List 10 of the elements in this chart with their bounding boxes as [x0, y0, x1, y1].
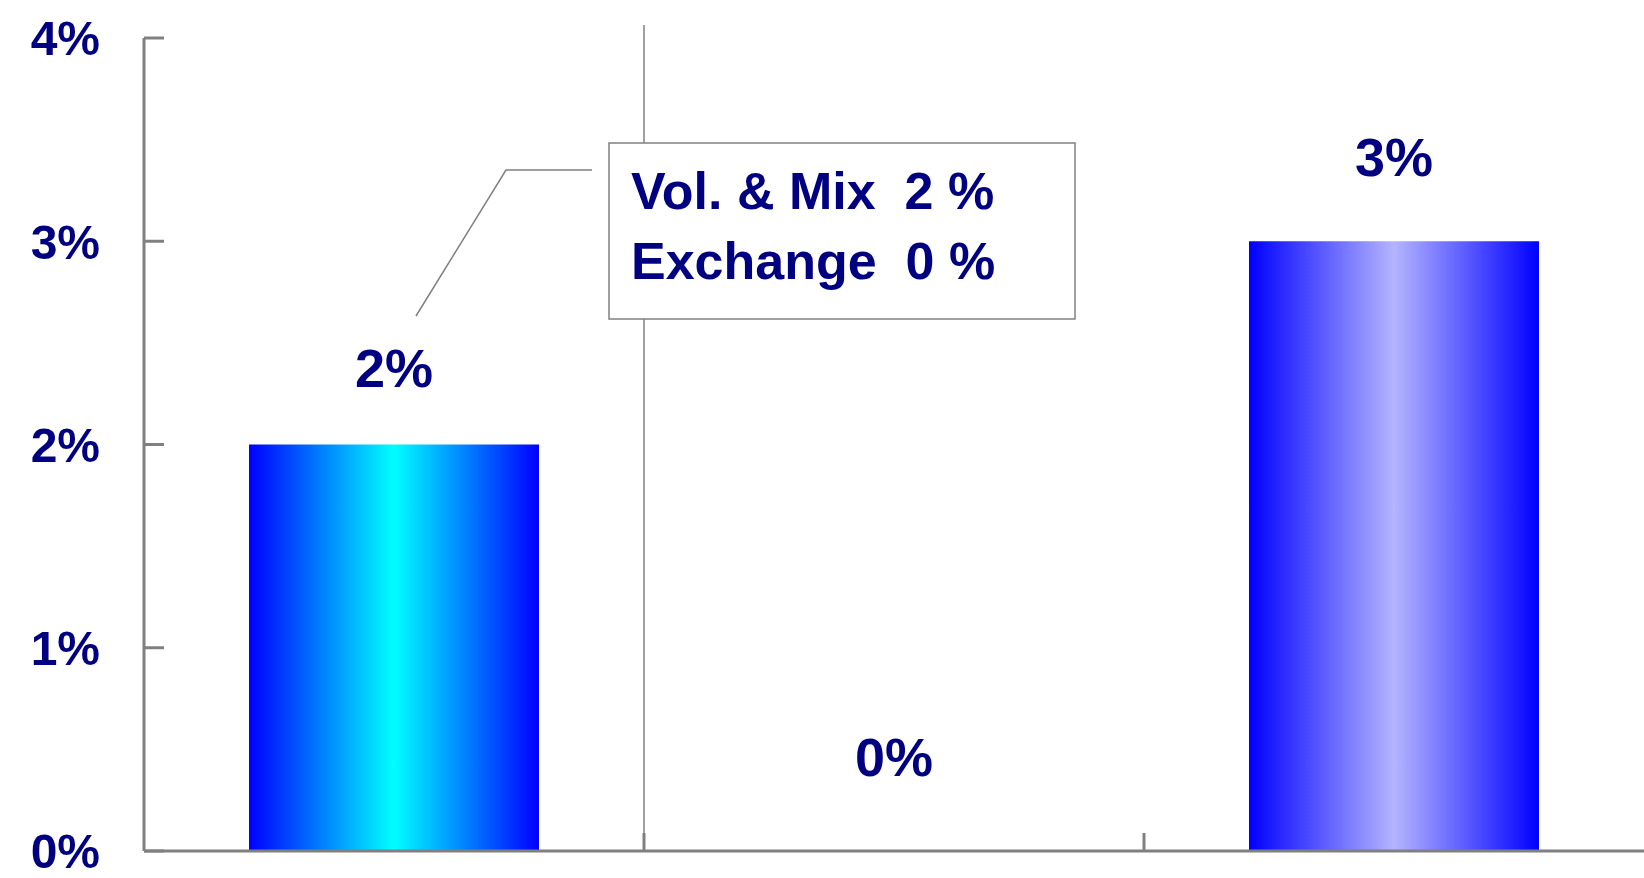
annotation: Exchange 0 % — [631, 232, 996, 290]
data-label: 3% — [1354, 127, 1434, 188]
y-tick-label: 2% — [30, 418, 100, 472]
y-tick-label: 0% — [30, 825, 100, 878]
y-tick-label: 3% — [30, 215, 100, 269]
y-tick-label: 4% — [30, 12, 100, 66]
data-label: 0% — [854, 727, 934, 787]
data-label: 2% — [354, 337, 434, 398]
y-tick-label: 1% — [30, 622, 100, 676]
annotation: Vol. & Mix 2 % — [631, 162, 995, 220]
